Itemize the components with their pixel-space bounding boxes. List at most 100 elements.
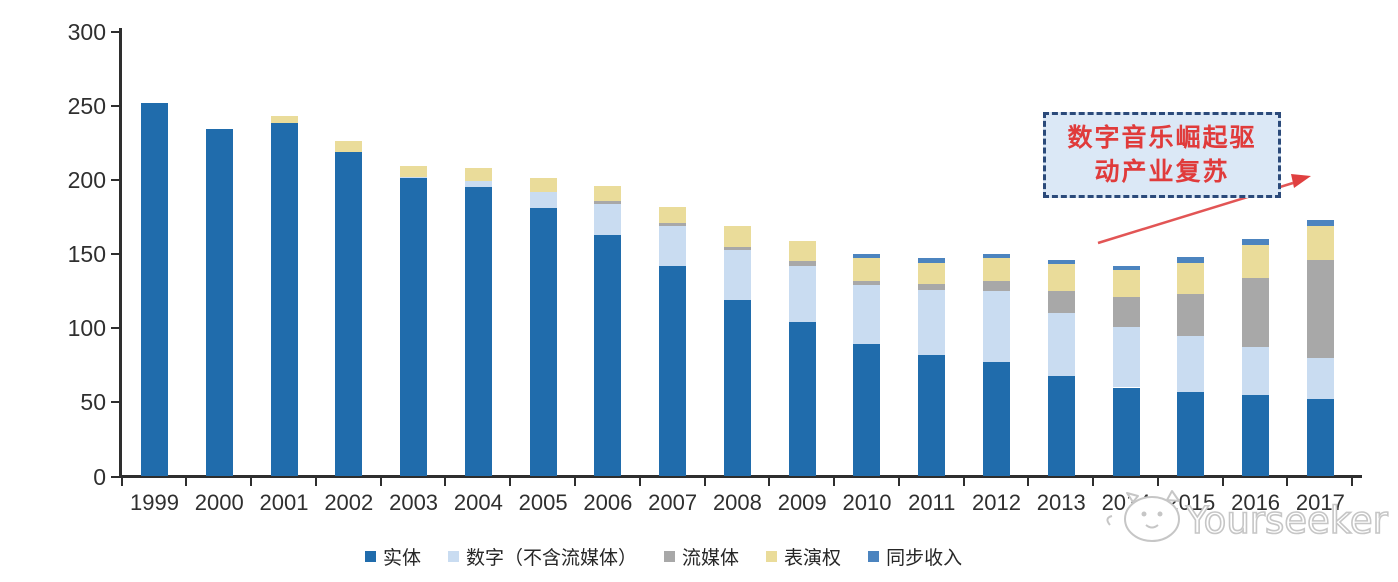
bar-segment-实体-2004 bbox=[464, 187, 492, 477]
x-axis-label: 2013 bbox=[1036, 490, 1086, 515]
bar-segment-同步收入-2014 bbox=[1112, 265, 1140, 271]
bar-segment-实体-2001 bbox=[270, 123, 298, 477]
bar-segment-数字（不含流媒体）-2017 bbox=[1306, 357, 1334, 400]
legend-label: 数字（不含流媒体） bbox=[466, 548, 638, 569]
y-axis-tick bbox=[111, 475, 120, 478]
y-axis-label: 100 bbox=[67, 315, 106, 342]
x-axis-line bbox=[119, 475, 1362, 478]
x-axis-label: 2004 bbox=[453, 490, 503, 515]
legend-swatch-icon bbox=[664, 551, 676, 562]
bar-segment-表演权-2009 bbox=[788, 240, 816, 262]
legend-item: 同步收入 bbox=[868, 543, 962, 570]
x-axis-tick bbox=[250, 478, 253, 486]
bar-segment-同步收入-2015 bbox=[1177, 256, 1205, 263]
x-axis-tick bbox=[638, 478, 641, 486]
y-axis-tick bbox=[111, 327, 120, 330]
annotation-text-line1: 数字音乐崛起驱 bbox=[1067, 124, 1257, 152]
x-axis-tick bbox=[897, 478, 900, 486]
x-axis-tick bbox=[962, 478, 965, 486]
bar-segment-数字（不含流媒体）-2003 bbox=[400, 176, 428, 179]
bar-segment-同步收入-2010 bbox=[853, 254, 881, 259]
y-axis-tick bbox=[111, 253, 120, 255]
bar-segment-实体-2009 bbox=[788, 322, 816, 477]
bar-segment-流媒体-2016 bbox=[1242, 277, 1270, 348]
bar-segment-表演权-2014 bbox=[1112, 270, 1140, 297]
x-axis-tick bbox=[379, 478, 382, 486]
legend-swatch-icon bbox=[868, 551, 880, 562]
x-axis-label: 2003 bbox=[389, 490, 439, 515]
x-axis-label: 2009 bbox=[777, 490, 827, 515]
bar-segment-流媒体-2011 bbox=[918, 283, 946, 290]
legend-item: 表演权 bbox=[766, 543, 841, 570]
bar-segment-实体-1999 bbox=[141, 102, 168, 477]
bar-segment-流媒体-2007 bbox=[659, 222, 687, 226]
y-axis-label: 200 bbox=[67, 166, 106, 193]
x-axis-tick bbox=[703, 478, 706, 486]
x-axis-label: 2015 bbox=[1166, 490, 1216, 515]
bar-segment-实体-2006 bbox=[594, 234, 622, 477]
bar-segment-表演权-2007 bbox=[659, 206, 687, 223]
x-axis-tick bbox=[768, 478, 771, 486]
x-axis-tick bbox=[444, 478, 447, 486]
y-axis-line bbox=[119, 28, 122, 478]
legend-swatch-icon bbox=[766, 551, 778, 562]
y-axis-label: 0 bbox=[93, 463, 106, 490]
bar-segment-同步收入-2016 bbox=[1242, 239, 1270, 246]
bar-segment-流媒体-2014 bbox=[1112, 297, 1140, 327]
x-axis-tick bbox=[573, 478, 576, 486]
bar-segment-表演权-2016 bbox=[1242, 245, 1270, 278]
bar-segment-数字（不含流媒体）-2008 bbox=[723, 249, 751, 300]
bar-segment-同步收入-2011 bbox=[918, 258, 946, 263]
bar-segment-数字（不含流媒体）-2006 bbox=[594, 203, 622, 235]
x-axis-label: 2002 bbox=[324, 490, 374, 515]
legend-label: 同步收入 bbox=[886, 548, 963, 569]
x-axis-label: 2005 bbox=[518, 490, 568, 515]
bar-segment-实体-2008 bbox=[723, 299, 751, 477]
bar-segment-数字（不含流媒体）-2005 bbox=[529, 191, 557, 209]
legend-item: 数字（不含流媒体） bbox=[448, 543, 637, 570]
bar-segment-流媒体-2015 bbox=[1177, 294, 1205, 336]
legend-swatch-icon bbox=[448, 551, 460, 562]
x-axis-tick bbox=[120, 478, 123, 486]
legend-swatch-icon bbox=[365, 551, 376, 562]
x-axis-label: 2008 bbox=[712, 490, 762, 515]
bar-segment-表演权-2006 bbox=[594, 185, 622, 201]
bar-segment-数字（不含流媒体）-2015 bbox=[1177, 335, 1205, 392]
bar-segment-实体-2015 bbox=[1177, 391, 1205, 477]
x-axis-label: 2016 bbox=[1231, 490, 1281, 515]
bar-segment-实体-2007 bbox=[659, 265, 687, 477]
x-axis-tick bbox=[833, 478, 836, 486]
bar-segment-流媒体-2006 bbox=[594, 200, 622, 204]
bar-segment-数字（不含流媒体）-2004 bbox=[464, 181, 492, 188]
bar-segment-实体-2013 bbox=[1047, 375, 1075, 477]
x-axis-label: 2017 bbox=[1295, 490, 1345, 515]
bar-segment-表演权-2004 bbox=[464, 167, 492, 182]
x-axis-tick bbox=[1221, 478, 1224, 486]
bar-segment-流媒体-2012 bbox=[983, 280, 1010, 292]
y-axis-label: 250 bbox=[67, 92, 106, 119]
bar-segment-表演权-2015 bbox=[1177, 262, 1205, 295]
legend-label: 表演权 bbox=[784, 548, 842, 569]
bar-segment-表演权-2012 bbox=[983, 258, 1010, 281]
bar-segment-实体-2011 bbox=[918, 354, 946, 477]
y-axis-tick bbox=[111, 401, 120, 404]
bar-segment-实体-2014 bbox=[1112, 387, 1140, 477]
bar-segment-表演权-2002 bbox=[335, 141, 363, 152]
bar-segment-表演权-2013 bbox=[1047, 264, 1075, 292]
x-axis-tick bbox=[1027, 478, 1030, 486]
y-axis-label: 50 bbox=[80, 389, 106, 416]
bar-segment-实体-2017 bbox=[1306, 399, 1334, 477]
x-axis-label: 2014 bbox=[1101, 490, 1151, 515]
x-axis-tick bbox=[185, 478, 188, 486]
bar-segment-表演权-2008 bbox=[723, 225, 751, 247]
bar-segment-表演权-2005 bbox=[529, 178, 557, 192]
x-axis-tick bbox=[509, 478, 512, 486]
x-axis-tick bbox=[1156, 478, 1159, 486]
bar-segment-实体-2010 bbox=[853, 344, 881, 477]
bar-segment-实体-2000 bbox=[205, 129, 233, 477]
y-axis-label: 300 bbox=[67, 18, 106, 45]
bar-segment-数字（不含流媒体）-2016 bbox=[1242, 347, 1270, 395]
bar-segment-流媒体-2010 bbox=[853, 280, 881, 286]
bar-segment-数字（不含流媒体）-2013 bbox=[1047, 313, 1075, 376]
y-axis-tick bbox=[111, 104, 120, 107]
